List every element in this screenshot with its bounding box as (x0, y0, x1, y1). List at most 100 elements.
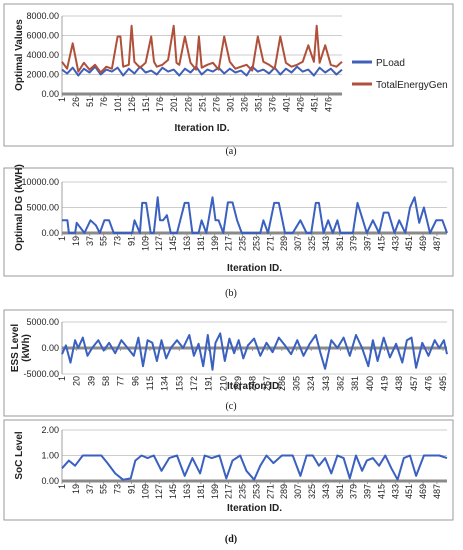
x-tick-label: 451 (404, 484, 414, 499)
y-tick-label: 0.00 (41, 476, 59, 486)
y-axis-label: ESS Level (10, 324, 21, 373)
chart-panel-2: 0.00 5000.00 10000.00 1 19 37 55 73 91 109 127 145 1… (3, 164, 454, 299)
x-axis-label: Iteration ID. (174, 123, 229, 134)
x-tick-label: 145 (168, 484, 178, 499)
x-tick-label: 172 (189, 376, 199, 391)
x-tick-label: 51 (85, 97, 95, 107)
x-tick-label: 324 (306, 376, 316, 391)
y-tick-label: 0.00 (41, 228, 59, 238)
series-line-pload (61, 65, 343, 77)
x-tick-label: 19 (71, 236, 81, 246)
x-tick-label: 451 (404, 236, 414, 251)
x-tick-label: 109 (140, 236, 150, 251)
x-tick-label: 19 (71, 484, 81, 494)
x-tick-label: 289 (279, 484, 289, 499)
x-tick-label: 73 (113, 484, 123, 494)
x-tick-label: 151 (141, 97, 151, 112)
y-axis-label: Optimal Values (14, 19, 25, 91)
x-tick-label: 101 (113, 97, 123, 112)
x-tick-label: 226 (183, 97, 193, 112)
x-tick-label: 397 (363, 236, 373, 251)
x-tick-label: 91 (126, 484, 136, 494)
chart-panel-4: 0.00 1.00 2.00 1 19 37 55 73 91 109 127 145 163 181 19… (3, 419, 454, 545)
y-tick-label: 2.00 (41, 425, 59, 435)
x-tick-label: 1 (57, 376, 67, 381)
x-tick-label: 37 (85, 236, 95, 246)
y-tick-label: 8000.00 (26, 11, 59, 21)
x-tick-label: 379 (349, 484, 359, 499)
x-tick-label: 351 (253, 97, 263, 112)
x-tick-label: 145 (168, 236, 178, 251)
x-tick-label: 126 (127, 97, 137, 112)
chart-panel-3: -5000.00 0.00 5000.00 1 20 39 58 77 96 115 134 153 1… (3, 309, 454, 417)
x-tick-label: 362 (336, 376, 346, 391)
x-tick-label: 20 (72, 376, 82, 386)
x-tick-label: 229 (233, 376, 243, 391)
x-tick-label: 235 (238, 236, 248, 251)
x-tick-label: 199 (210, 484, 220, 499)
x-tick-label: 26 (71, 97, 81, 107)
y-tick-label: 4000.00 (26, 50, 59, 60)
x-tick-label: 201 (169, 97, 179, 112)
x-axis-label: Iteration ID. (227, 503, 282, 514)
x-tick-label: 163 (182, 236, 192, 251)
x-tick-label: 361 (335, 236, 345, 251)
y-tick-label: 5000.00 (26, 317, 59, 327)
x-tick-label: 248 (248, 376, 258, 391)
x-tick-label: 457 (409, 376, 419, 391)
x-tick-label: 73 (113, 236, 123, 246)
x-tick-label: 77 (116, 376, 126, 386)
x-tick-label: 271 (265, 484, 275, 499)
x-tick-label: 276 (211, 97, 221, 112)
x-tick-label: 415 (376, 484, 386, 499)
x-tick-label: 210 (218, 376, 228, 391)
x-tick-label: 1 (57, 236, 67, 241)
panel-caption: (c) (225, 401, 236, 412)
x-tick-label: 495 (438, 376, 448, 391)
x-tick-label: 286 (277, 376, 287, 391)
y-tick-label: 0.00 (41, 89, 59, 99)
x-tick-label: 379 (349, 236, 359, 251)
x-tick-label: 37 (85, 484, 95, 494)
x-axis-label: Iteration ID. (227, 381, 282, 392)
x-tick-label: 476 (423, 376, 433, 391)
x-tick-label: 487 (432, 236, 442, 251)
x-tick-label: 91 (126, 236, 136, 246)
x-tick-label: 253 (251, 484, 261, 499)
x-tick-label: 217 (224, 236, 234, 251)
x-tick-label: 55 (99, 484, 109, 494)
x-tick-label: 426 (295, 97, 305, 112)
x-tick-label: 127 (154, 236, 164, 251)
x-tick-label: 343 (321, 376, 331, 391)
x-tick-label: 433 (390, 236, 400, 251)
y-tick-label: 0.00 (41, 343, 59, 353)
panel-caption: (b) (225, 288, 237, 299)
x-tick-label: 305 (292, 376, 302, 391)
x-tick-label: 271 (265, 236, 275, 251)
x-tick-label: 251 (197, 97, 207, 112)
x-tick-label: 361 (335, 484, 345, 499)
x-tick-label: 325 (307, 236, 317, 251)
x-tick-label: 469 (418, 484, 428, 499)
x-tick-label: 376 (267, 97, 277, 112)
x-tick-label: 469 (418, 236, 428, 251)
panel-frame (3, 167, 454, 277)
panel-frame (3, 309, 454, 417)
panel-frame (3, 3, 454, 147)
y-axis-label: Optimal DG (kWH) (14, 164, 25, 251)
x-tick-label: 39 (86, 376, 96, 386)
x-tick-label: 381 (350, 376, 360, 391)
x-axis-label: Iteration ID. (227, 263, 282, 274)
x-tick-label: 289 (279, 236, 289, 251)
x-tick-label: 451 (310, 97, 320, 112)
x-tick-label: 76 (99, 97, 109, 107)
x-tick-label: 419 (380, 376, 390, 391)
x-tick-label: 487 (432, 484, 442, 499)
x-tick-label: 127 (154, 484, 164, 499)
x-tick-label: 1 (57, 484, 67, 489)
x-tick-label: 343 (321, 484, 331, 499)
series-line-1 (62, 196, 448, 234)
panel-frame (3, 419, 454, 521)
